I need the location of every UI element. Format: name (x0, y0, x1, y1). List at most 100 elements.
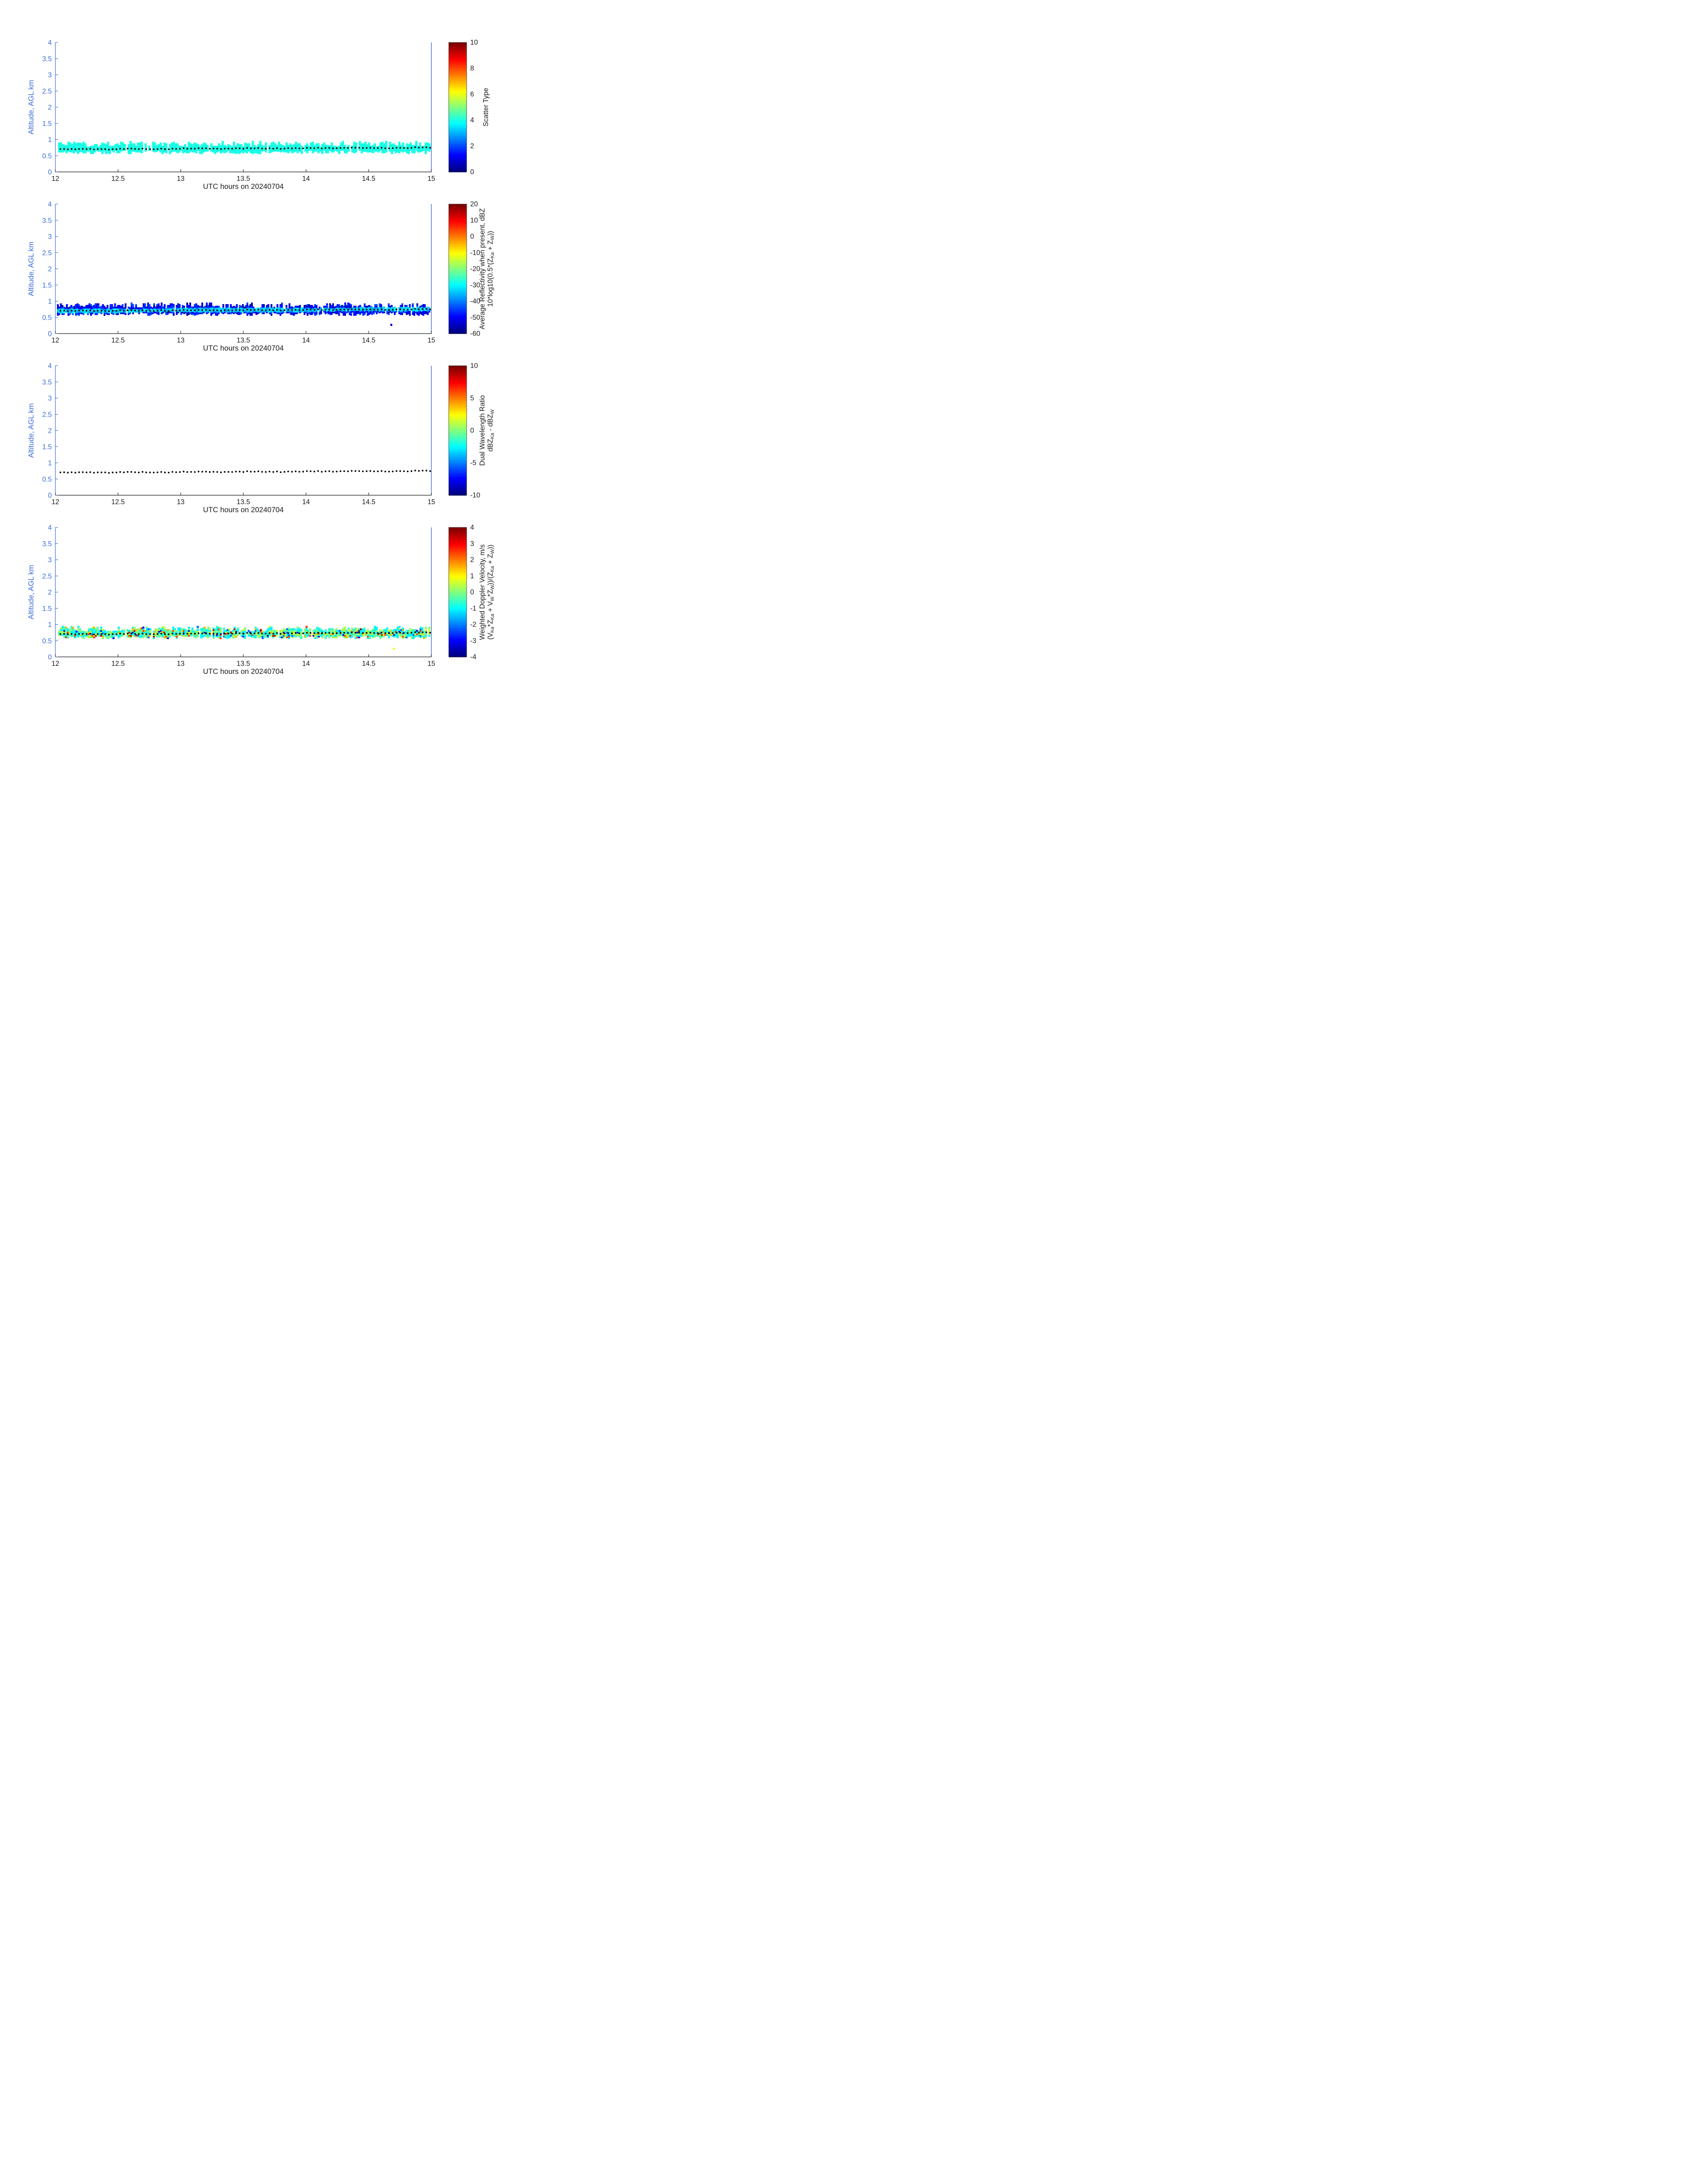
heatmap-cell (347, 631, 350, 633)
heatmap-cell (130, 630, 132, 632)
colorbar-segment (449, 146, 467, 148)
heatmap-cell (105, 636, 108, 639)
heatmap-cell (365, 634, 367, 636)
y-tick-label: 0 (48, 492, 52, 500)
track-dot (197, 309, 200, 311)
heatmap-cell (216, 150, 218, 153)
heatmap-cell (306, 313, 309, 316)
heatmap-cell (212, 146, 215, 148)
heatmap-cell (282, 311, 284, 313)
heatmap-cell (127, 150, 130, 153)
heatmap-cell (409, 635, 411, 637)
heatmap-cell (285, 149, 288, 151)
heatmap-cell (379, 637, 381, 639)
heatmap-cell (79, 310, 82, 313)
heatmap-cell (202, 627, 204, 630)
track-dot (313, 147, 315, 149)
heatmap-cell (296, 633, 299, 635)
heatmap-cell (367, 307, 369, 309)
heatmap-cell (130, 302, 133, 305)
heatmap-cell (69, 142, 72, 145)
heatmap-cell (323, 147, 326, 150)
y-tick-label: 2.5 (42, 88, 52, 95)
heatmap-cell (424, 146, 427, 148)
heatmap-cell (109, 307, 112, 309)
heatmap-cell (209, 631, 211, 634)
heatmap-cell (255, 631, 257, 634)
heatmap-cell (360, 311, 363, 313)
heatmap-cell (304, 631, 306, 634)
heatmap-cell (177, 631, 180, 633)
track-dot (205, 632, 207, 635)
heatmap-cell (400, 635, 402, 638)
heatmap-cell (116, 146, 119, 149)
track-dot (246, 309, 248, 311)
heatmap-cell (353, 313, 355, 316)
heatmap-cell (81, 305, 83, 308)
heatmap-cell (383, 631, 385, 633)
track-dot (366, 470, 367, 472)
colorbar-segment (449, 396, 467, 399)
heatmap-cell (81, 631, 83, 633)
heatmap-cell (428, 309, 430, 311)
heatmap-cell (365, 310, 367, 313)
heatmap-cell (70, 306, 72, 309)
colorbar-segment (449, 232, 467, 235)
track-dot (306, 632, 308, 634)
heatmap-cell (344, 633, 347, 635)
heatmap-cell (217, 633, 220, 635)
heatmap-cell (388, 145, 391, 147)
heatmap-cell (217, 631, 220, 634)
heatmap-cell (225, 310, 227, 313)
heatmap-cell (114, 147, 117, 150)
heatmap-cell (388, 635, 390, 637)
heatmap-cell (323, 144, 326, 146)
heatmap-cell (301, 309, 303, 311)
heatmap-cell (84, 306, 86, 309)
colorbar-segment (449, 319, 467, 322)
track-dot (317, 308, 319, 310)
heatmap-cell (317, 143, 320, 146)
heatmap-cell (171, 150, 173, 153)
heatmap-cell (275, 309, 277, 312)
heatmap-cell (200, 309, 202, 311)
heatmap-cell (179, 634, 181, 636)
heatmap-cell (142, 633, 145, 635)
colorbar-segment (449, 582, 467, 585)
heatmap-cell (299, 311, 301, 313)
heatmap-cell (394, 311, 396, 313)
heatmap-cell (216, 149, 218, 151)
heatmap-cell (149, 313, 151, 316)
heatmap-cell (327, 312, 330, 314)
heatmap-cell (263, 305, 265, 308)
heatmap-cell (383, 311, 385, 313)
colorbar-segment (449, 455, 467, 457)
heatmap-cell (149, 635, 152, 637)
heatmap-cell (412, 303, 414, 305)
heatmap-cell (353, 310, 355, 313)
colorbar-segment (449, 394, 467, 397)
heatmap-cell (416, 303, 418, 305)
heatmap-cell (376, 307, 378, 309)
heatmap-cell (210, 148, 213, 150)
heatmap-cell (291, 145, 293, 147)
heatmap-cell (344, 628, 347, 631)
heatmap-cell (393, 148, 395, 150)
heatmap-cell (251, 141, 254, 143)
heatmap-cell (280, 305, 282, 308)
heatmap-cell (372, 151, 374, 154)
heatmap-cell (397, 631, 399, 634)
heatmap-cell (298, 145, 301, 147)
heatmap-cell (105, 147, 108, 150)
heatmap-cell (163, 628, 166, 631)
colorbar-tick-label: -2 (470, 621, 476, 629)
heatmap-cell (120, 312, 122, 314)
heatmap-cell (228, 628, 230, 631)
colorbar-segment (449, 557, 467, 560)
heatmap-cell (194, 305, 196, 308)
colorbar-segment (449, 323, 467, 326)
heatmap-cell (141, 148, 143, 150)
heatmap-cell (84, 311, 86, 313)
heatmap-cell (376, 631, 378, 634)
heatmap-cell (103, 313, 106, 316)
